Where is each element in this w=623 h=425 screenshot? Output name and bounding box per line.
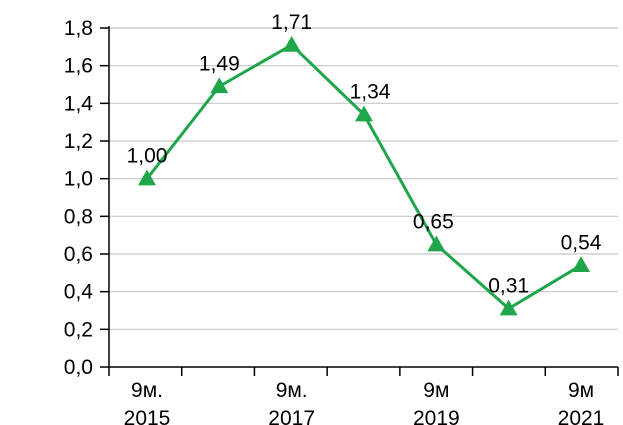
y-tick-label: 0,4	[64, 281, 94, 304]
y-tick-label: 1,2	[64, 130, 93, 153]
data-label: 1,00	[127, 145, 168, 168]
y-tick-label: 1,8	[64, 17, 93, 40]
y-tick-label: 0,6	[64, 243, 93, 266]
data-point-marker	[210, 77, 229, 94]
x-tick-label: 2017	[268, 407, 315, 425]
y-tick-label: 0,0	[64, 356, 93, 379]
x-tick-label: 9м	[423, 379, 449, 402]
x-tick-label: 9м.	[276, 379, 308, 402]
data-point-marker	[572, 256, 590, 273]
y-tick-label: 1,0	[64, 168, 93, 191]
x-tick-label: 9м.	[131, 379, 163, 402]
gridlines	[109, 27, 618, 330]
y-tick-label: 1,4	[64, 92, 94, 115]
x-tick-label: 9м	[568, 379, 594, 402]
data-point-marker	[427, 235, 446, 252]
y-axis-ticks: 0,0 0,2 0,4 0,6 0,8 1,0 1,2 1,4 1,6 1,8	[64, 17, 109, 379]
data-point-marker	[499, 299, 518, 316]
x-tick-label: 2019	[413, 407, 460, 425]
y-tick-label: 0,2	[64, 318, 93, 341]
y-tick-label: 0,8	[64, 205, 93, 228]
x-tick-label: 2015	[124, 407, 171, 425]
data-label: 1,34	[350, 81, 391, 104]
data-label: 0,54	[561, 231, 602, 254]
x-axis-ticks: 9м. 2015 9м. 2017 9м 2019 9м 2021	[108, 367, 619, 425]
data-label: 0,31	[488, 275, 529, 298]
data-point-marker	[138, 169, 156, 186]
data-label: 1,71	[271, 11, 312, 34]
axes	[108, 26, 618, 368]
markers-group	[138, 35, 590, 316]
data-point-marker	[282, 35, 301, 52]
data-labels-group: 1,00 1,49 1,71 1,34 0,65 0,31 0,54	[127, 11, 602, 298]
x-tick-label: 2021	[558, 407, 605, 425]
data-label: 1,49	[199, 52, 240, 75]
y-tick-label: 1,6	[64, 55, 93, 78]
data-point-marker	[355, 105, 373, 122]
data-label: 0,65	[413, 211, 454, 234]
